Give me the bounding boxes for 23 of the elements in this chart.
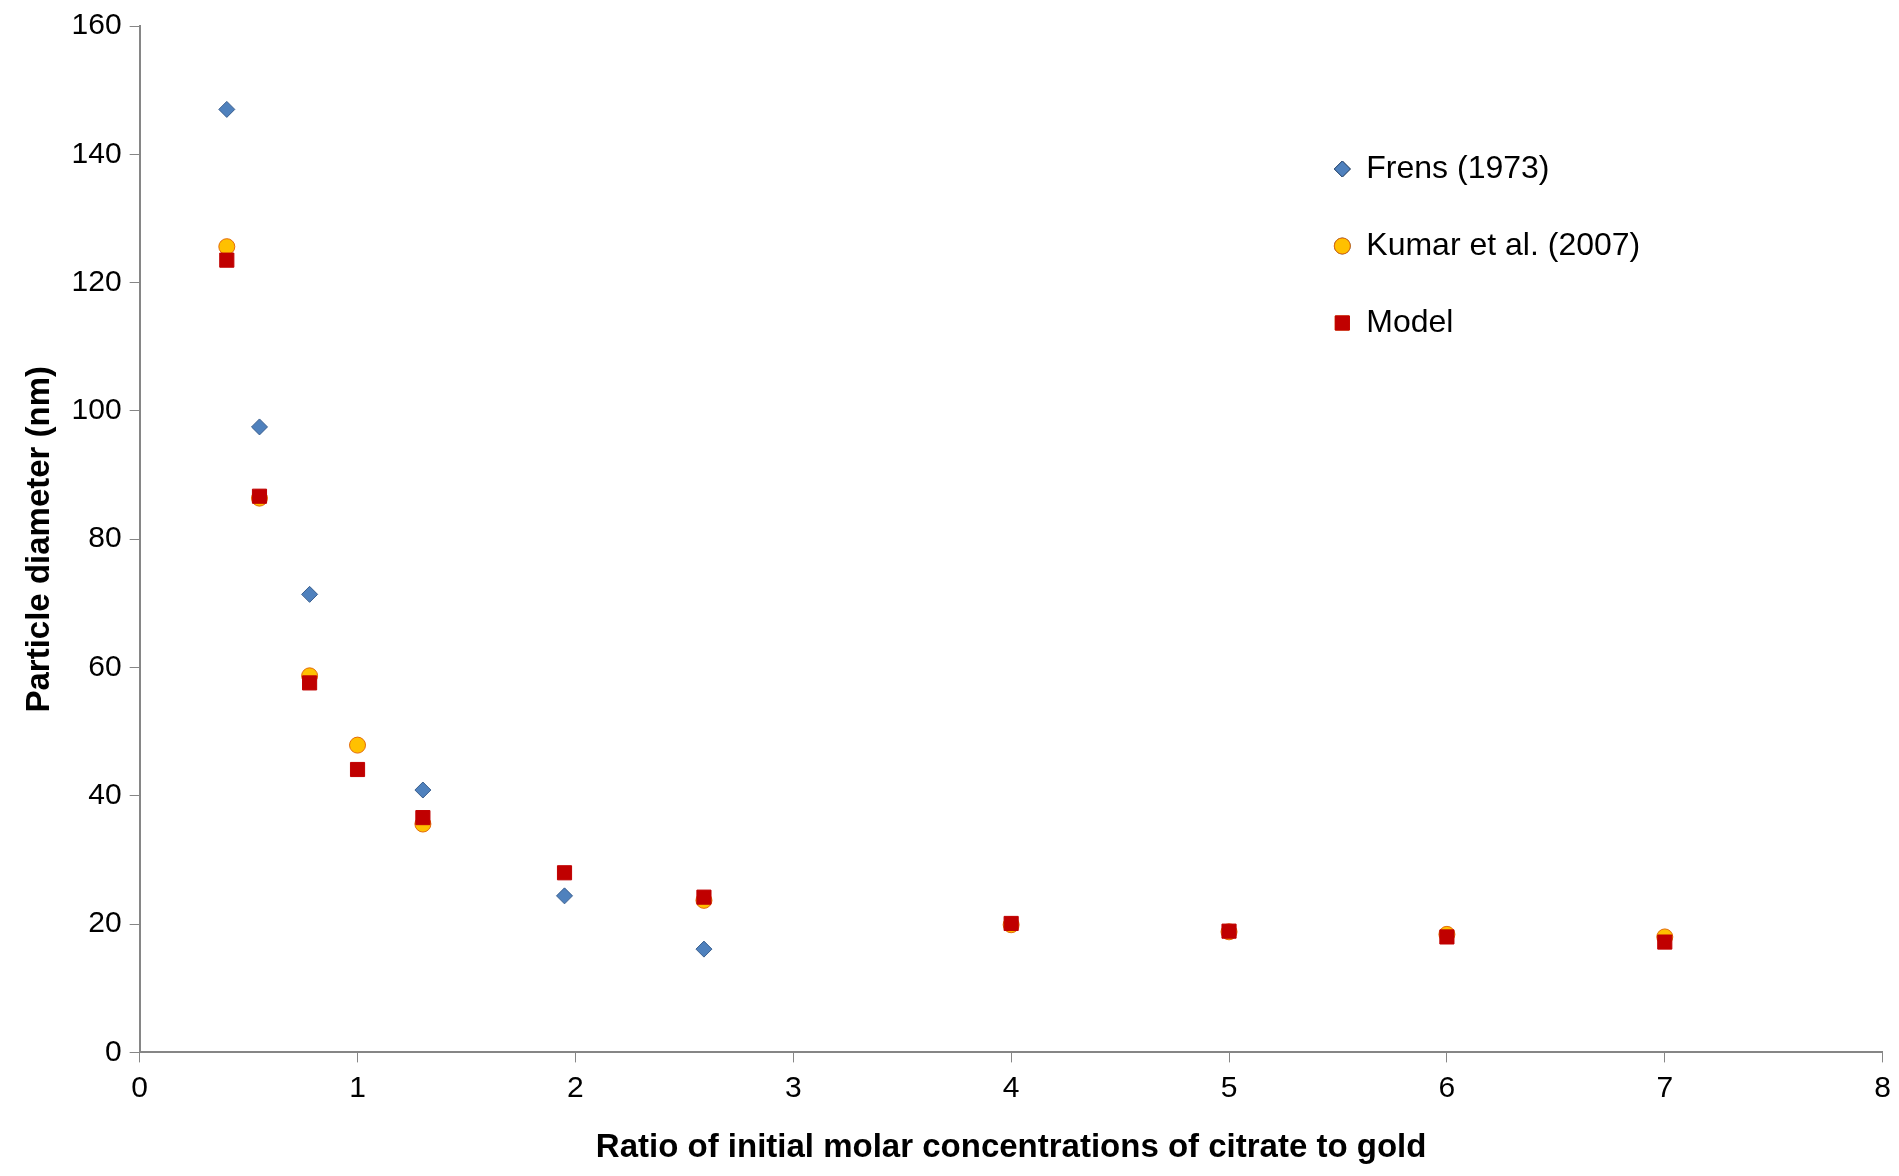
x-tick-label: 6	[1438, 1069, 1456, 1103]
x-axis-title: Ratio of initial molar concentrations of citrate to gold	[595, 1127, 1427, 1165]
x-tick-label: 7	[1656, 1069, 1674, 1103]
y-tick-label: 80	[88, 520, 122, 554]
x-tick-label: 1	[349, 1069, 366, 1103]
y-axis-title: Particle diameter (nm)	[18, 365, 56, 713]
x-tick-label: 3	[784, 1069, 802, 1103]
y-tick-label: 100	[71, 392, 122, 426]
legend-label: Kumar et al. (2007)	[1366, 225, 1641, 262]
y-tick-label: 20	[88, 905, 122, 939]
y-tick-label: 120	[71, 263, 122, 297]
legend-label: Model	[1366, 302, 1454, 339]
y-tick-label: 60	[88, 648, 122, 682]
x-tick-label: 5	[1220, 1069, 1238, 1103]
y-tick-label: 140	[71, 135, 122, 169]
y-tick-label: 0	[104, 1033, 122, 1067]
x-tick-label: 8	[1874, 1069, 1891, 1103]
x-tick-label: 0	[131, 1069, 148, 1103]
y-tick-label: 160	[71, 7, 122, 41]
x-tick-label: 4	[1002, 1069, 1020, 1103]
legend-label: Frens (1973)	[1366, 148, 1550, 185]
y-tick-label: 40	[88, 777, 122, 811]
x-tick-label: 2	[567, 1069, 584, 1103]
